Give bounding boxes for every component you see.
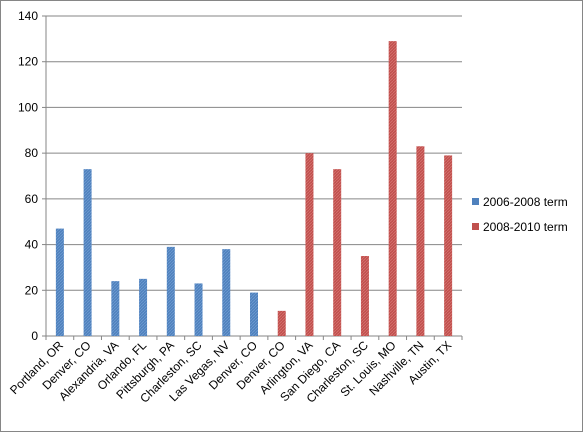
- y-tick-label: 80: [25, 146, 39, 160]
- y-tick-label: 40: [25, 238, 39, 252]
- legend-swatch: [472, 198, 479, 205]
- bar-series-1: [194, 283, 203, 336]
- bar-series-2: [444, 155, 453, 336]
- legend-swatch: [472, 223, 479, 230]
- bar-series-1: [250, 292, 258, 336]
- legend-label: 2006-2008 term: [483, 195, 568, 209]
- bar-series-1: [222, 249, 231, 336]
- y-tick-label: 100: [18, 100, 38, 114]
- y-tick-label: 60: [25, 192, 39, 206]
- y-tick-label: 140: [18, 9, 38, 23]
- legend: 2006-2008 term 2008-2010 term: [472, 195, 568, 234]
- bar-series-1: [139, 278, 148, 336]
- gridlines: [46, 15, 462, 291]
- bar-series-1: [111, 281, 120, 336]
- bar-series-2: [333, 169, 342, 336]
- bar-series-2: [388, 41, 397, 337]
- bar-series-2: [277, 310, 286, 336]
- legend-label: 2008-2010 term: [483, 220, 568, 234]
- bar-series-1: [166, 246, 175, 336]
- axes: [42, 15, 463, 340]
- bar-series-1: [55, 228, 64, 336]
- bar-series-1: [83, 169, 92, 336]
- y-tick-label: 0: [31, 329, 38, 343]
- bar-series-2: [360, 256, 369, 336]
- y-tick-label: 120: [18, 55, 38, 69]
- bar-series-2: [416, 146, 425, 336]
- y-tick-label: 20: [25, 283, 39, 297]
- bars: [55, 41, 453, 337]
- bar-series-2: [305, 153, 314, 336]
